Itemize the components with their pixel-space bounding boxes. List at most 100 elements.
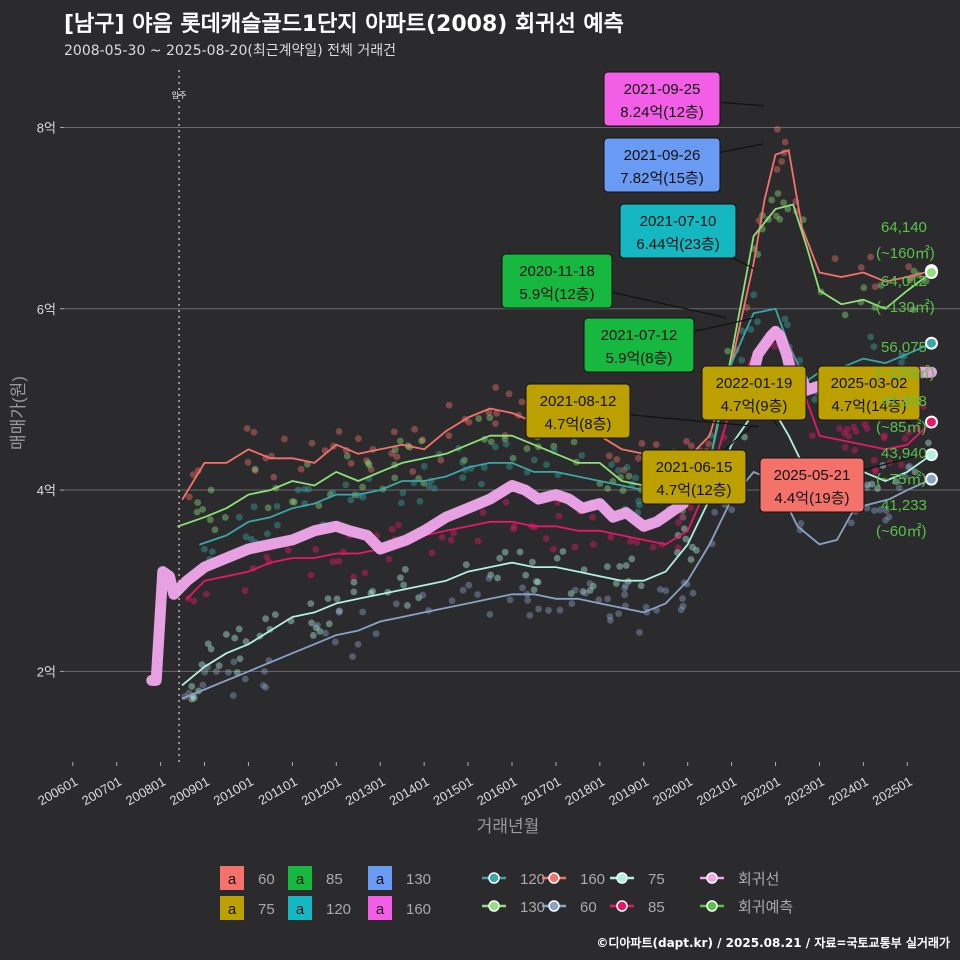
scatter-point [550, 545, 557, 553]
scatter-point [614, 466, 622, 474]
scatter-point [747, 326, 755, 333]
scatter-point [250, 428, 258, 436]
scatter-point [506, 463, 513, 470]
x-tick-label: 200701 [79, 774, 124, 809]
annotation-price: 4.7억(14층) [831, 398, 906, 415]
forecast-endpoint [924, 472, 938, 486]
scatter-point [534, 578, 542, 586]
series-line [177, 203, 933, 528]
scatter-point [474, 591, 482, 598]
scatter-point [682, 535, 690, 543]
scatter-point [774, 190, 782, 197]
scatter-point [559, 548, 567, 555]
scatter-point [297, 465, 305, 473]
scatter-point [553, 554, 561, 562]
scatter-point [415, 594, 423, 602]
legend-swatch-key: a [376, 901, 385, 918]
scatter-point [857, 264, 865, 271]
scatter-point [211, 526, 219, 534]
scatter-point [841, 443, 849, 451]
legend-line-label: 75 [648, 871, 665, 888]
scatter-point [419, 436, 427, 444]
scatter-point [307, 600, 315, 608]
scatter-point [420, 462, 428, 470]
scatter-point [911, 468, 919, 476]
scatter-point [350, 573, 358, 581]
scatter-point [479, 509, 487, 517]
scatter-point [901, 435, 909, 442]
scatter-point [231, 634, 239, 642]
scatter-point [674, 544, 682, 552]
scatter-point [578, 452, 586, 459]
scatter-point [680, 579, 688, 587]
scatter-point [359, 493, 367, 501]
scatter-point [796, 526, 804, 534]
forecast-value: 64,012 [881, 273, 927, 290]
x-axis-label: 거래년월 [477, 817, 540, 836]
x-tick-label: 201901 [606, 774, 651, 809]
scatter-point [642, 603, 650, 611]
scatter-point [243, 425, 251, 432]
scatter-point [627, 537, 635, 545]
scatter-point [492, 420, 499, 428]
scatter-point [502, 440, 510, 448]
scatter-point [290, 498, 298, 506]
scatter-point [868, 480, 876, 488]
scatter-point [612, 580, 620, 587]
scatter-point [190, 597, 198, 605]
series-line [146, 480, 689, 686]
scatter-point [637, 582, 645, 590]
legend-label: 130 [406, 871, 431, 888]
scatter-point [571, 543, 579, 551]
annotation-date: 2021-07-10 [640, 213, 717, 230]
scatter-point [401, 566, 409, 573]
scatter-point [354, 640, 362, 648]
scatter-point [773, 125, 781, 133]
scatter-point [322, 629, 329, 637]
legend-label: 160 [406, 901, 431, 918]
scatter-point [316, 627, 324, 635]
series-line [181, 470, 933, 700]
legend-point [706, 900, 718, 912]
scatter-point [244, 458, 252, 466]
y-tick-label: 6억 [37, 302, 56, 317]
scatter-point [753, 318, 761, 326]
scatter-point [399, 489, 407, 497]
scatter-point [625, 472, 633, 480]
x-tick-label: 202101 [694, 774, 739, 809]
scatter-point [391, 474, 399, 482]
x-tick-label: 202501 [870, 774, 915, 809]
annotation-date: 2021-09-26 [624, 147, 701, 164]
scatter-point [741, 433, 748, 441]
annotation-box [619, 203, 737, 259]
scatter-point [621, 584, 629, 592]
scatter-point [882, 507, 890, 515]
annotation-box [603, 137, 721, 193]
legend-label: 60 [258, 871, 275, 888]
scatter-point [616, 562, 624, 570]
scatter-point [188, 682, 196, 690]
legend-line-label: 85 [648, 899, 665, 916]
legend-swatch-key: a [376, 871, 385, 888]
annotation-price: 4.7억(9층) [721, 398, 788, 415]
forecast-value: 41,233 [881, 497, 927, 514]
scatter-point [519, 584, 526, 592]
scatter-point [189, 471, 197, 479]
scatter-point [400, 581, 408, 589]
annotation-price: 8.24억(12층) [620, 104, 703, 121]
scatter-point [628, 555, 636, 563]
legend-line-label: 회귀선 [738, 871, 779, 888]
scatter-point [487, 438, 495, 446]
annotation-box [583, 317, 695, 373]
legend-swatch [368, 866, 392, 890]
scatter-point [738, 356, 746, 364]
scatter-point [589, 513, 597, 521]
scatter-point [687, 504, 695, 512]
scatter-point [221, 513, 229, 521]
scatter-point [925, 439, 932, 447]
scatter-point [621, 591, 629, 599]
annotation-box [641, 449, 747, 505]
scatter-point [870, 456, 878, 464]
scatter-point [780, 199, 787, 207]
scatter-point [796, 356, 804, 364]
